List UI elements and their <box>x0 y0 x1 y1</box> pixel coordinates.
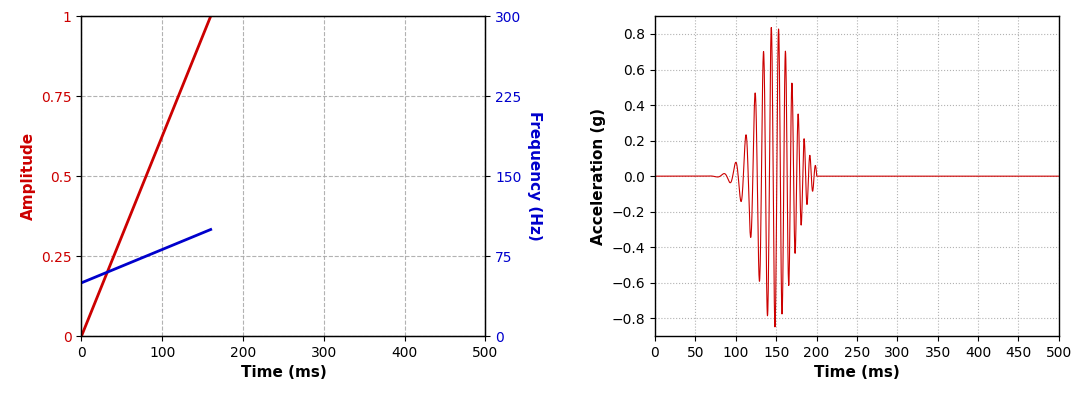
Y-axis label: Frequency (Hz): Frequency (Hz) <box>528 111 542 241</box>
Y-axis label: Amplitude: Amplitude <box>21 132 36 220</box>
X-axis label: Time (ms): Time (ms) <box>814 365 900 380</box>
X-axis label: Time (ms): Time (ms) <box>240 365 326 380</box>
Y-axis label: Acceleration (g): Acceleration (g) <box>591 108 606 245</box>
